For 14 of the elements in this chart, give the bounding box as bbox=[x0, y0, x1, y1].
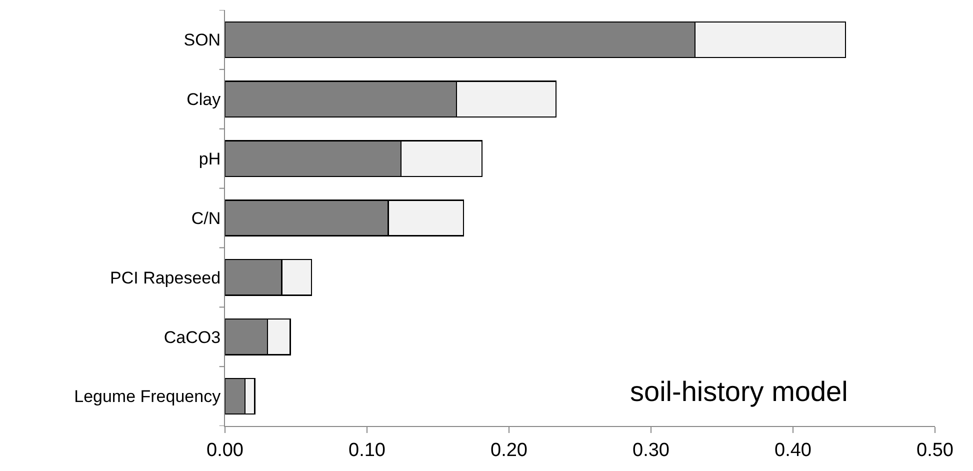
y-tick-label: CaCO3 bbox=[164, 328, 221, 347]
x-tick-label: 0.40 bbox=[774, 440, 812, 461]
x-tick-label: 0.10 bbox=[348, 440, 386, 461]
x-tick-label: 0.30 bbox=[632, 440, 670, 461]
y-tick-label: PCI Rapeseed bbox=[110, 268, 221, 288]
y-tick-label: Legume Frequency bbox=[74, 387, 222, 406]
y-tick-label: SON bbox=[184, 30, 221, 50]
x-tick-label: 0.00 bbox=[206, 440, 244, 461]
y-tick-label: C/N bbox=[191, 208, 221, 228]
x-tick-label: 0.50 bbox=[916, 440, 954, 461]
x-tick-label: 0.20 bbox=[490, 440, 528, 461]
annotation: soil-history model bbox=[630, 376, 848, 407]
y-tick-label: Clay bbox=[186, 90, 222, 110]
y-tick-label: pH bbox=[198, 150, 221, 169]
